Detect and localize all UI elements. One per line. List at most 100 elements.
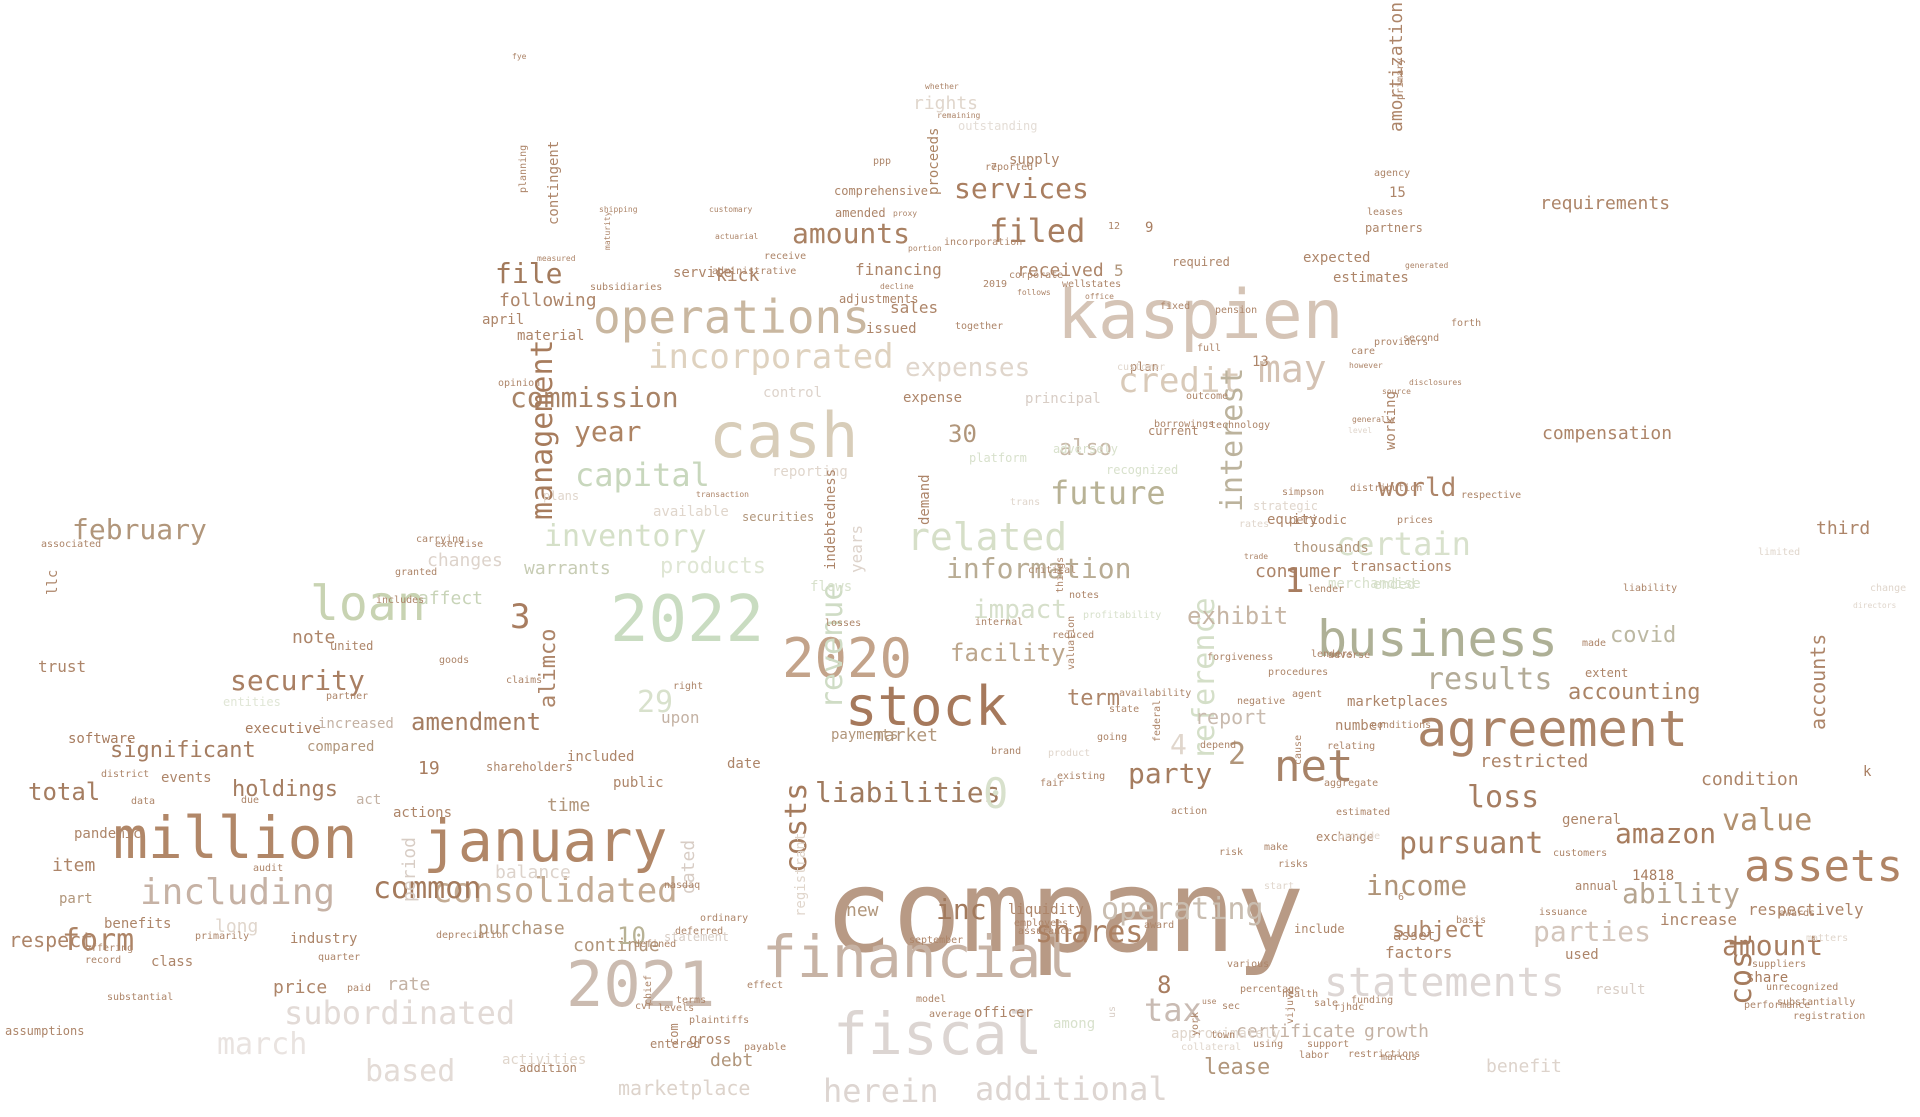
cloud-word: annual [1575, 879, 1619, 893]
cloud-word: performance [1744, 1000, 1811, 1011]
cloud-word: using [1253, 1039, 1284, 1050]
cloud-word: chief [643, 974, 654, 1005]
cloud-word: 6 [1398, 892, 1405, 903]
cloud-word: service [673, 265, 733, 281]
cloud-word: security [230, 664, 365, 697]
cloud-word: fye [512, 52, 527, 61]
cloud-word: leases [1367, 207, 1404, 218]
cloud-word: issuance [1539, 907, 1588, 918]
cloud-word: together [955, 321, 1004, 332]
cloud-word: profitability [1083, 610, 1162, 621]
cloud-word: consolidated [432, 871, 678, 911]
cloud-word: approximately [1171, 1026, 1281, 1042]
cloud-word: ppp [873, 156, 892, 167]
cloud-word: technology [1210, 420, 1271, 431]
cloud-word: portion [908, 244, 942, 253]
cloud-word: 29 [637, 685, 674, 720]
cloud-word: quarter [318, 952, 361, 963]
cloud-word: platform [969, 451, 1027, 465]
cloud-word: affect [418, 588, 484, 609]
cloud-word: lenders [1311, 649, 1354, 660]
cloud-word: paid [347, 983, 372, 994]
cloud-word: suppliers [1752, 959, 1807, 970]
cloud-word: risk [1219, 847, 1244, 858]
cloud-word: available [653, 504, 729, 520]
cloud-word: continue [573, 935, 660, 956]
cloud-word: related [907, 515, 1068, 559]
cloud-word: statements [1324, 960, 1565, 1006]
cloud-word: reported [985, 162, 1034, 173]
cloud-word: distribution [1350, 483, 1423, 494]
cloud-word: used [1565, 947, 1599, 963]
cloud-word: net [1274, 741, 1354, 792]
cloud-word: action [1171, 806, 1208, 817]
cloud-word: inc [936, 893, 987, 926]
cloud-word: price [273, 977, 328, 998]
cloud-word: corporate [1009, 270, 1064, 281]
cloud-word: labor [1299, 1050, 1330, 1061]
cloud-word: impact [973, 595, 1067, 625]
cloud-word: terms [676, 995, 707, 1006]
cloud-word: condition [1701, 769, 1799, 790]
cloud-word: recognized [1106, 463, 1179, 477]
cloud-word: revenue [815, 582, 850, 709]
cloud-word: lender [1308, 584, 1345, 595]
cloud-word: activities [502, 1052, 587, 1068]
cloud-word: support [1307, 1039, 1350, 1050]
cloud-word: outcome [1186, 391, 1229, 402]
cloud-word: financing [855, 260, 942, 279]
cloud-word: item [52, 855, 96, 876]
cloud-word: generally [1352, 415, 1396, 424]
cloud-word: covid [1610, 623, 1677, 648]
cloud-word: common [373, 871, 482, 906]
cloud-word: extent [1585, 666, 1629, 680]
cloud-word: contingent [546, 140, 562, 225]
cloud-word: report [1195, 705, 1268, 729]
cloud-word: sale [1314, 998, 1339, 1009]
cloud-word: agent [1292, 689, 1323, 700]
cloud-word: rate [387, 974, 431, 995]
cloud-word: share [1746, 970, 1789, 986]
cloud-word: reduced [1052, 630, 1095, 641]
cloud-word: notes [1069, 590, 1100, 601]
cloud-word: amendment [411, 708, 542, 736]
cloud-word: kaspien [1057, 276, 1344, 355]
cloud-word: company [824, 845, 1305, 978]
cloud-word: trans [1010, 497, 1041, 508]
cloud-word: lease [1204, 1055, 1271, 1080]
cloud-word: care [1351, 346, 1376, 357]
cloud-word: data [131, 796, 156, 807]
cloud-word: executive [245, 721, 321, 737]
cloud-word: pursuant [1399, 826, 1544, 861]
cloud-word: result [1595, 982, 1646, 998]
cloud-word: expected [1303, 250, 1371, 266]
cloud-word: exercise [435, 539, 484, 550]
cloud-word: operations [593, 290, 870, 344]
cloud-word: increase [1660, 910, 1738, 929]
cloud-word: decline [880, 282, 914, 291]
cloud-word: generated [1405, 261, 1449, 270]
cloud-word: respective [1461, 490, 1522, 501]
cloud-word: due [241, 795, 260, 806]
cloud-word: certificate [1236, 1021, 1356, 1042]
cloud-word: among [1053, 1016, 1096, 1032]
cloud-word: losses [825, 618, 862, 629]
cloud-word: sec [1222, 1001, 1241, 1012]
cloud-word: valuation [1066, 615, 1077, 670]
cloud-word: current [1148, 424, 1199, 438]
cloud-word: based [365, 1054, 456, 1089]
cloud-word: long [215, 916, 259, 937]
cloud-word: may [1258, 347, 1327, 391]
cloud-word: funding [1351, 995, 1394, 1006]
cloud-word: issued [866, 321, 917, 337]
cloud-word: january [423, 807, 668, 875]
cloud-word: additional [975, 1070, 1168, 1108]
cloud-word: aggregate [1324, 778, 1379, 789]
cloud-word: borrowings [1154, 419, 1215, 430]
cloud-word: 8 [1157, 971, 1172, 999]
cloud-word: measured [537, 254, 576, 263]
cloud-word: amounts [792, 217, 911, 250]
cloud-word: partner [326, 691, 369, 702]
cloud-word: payable [744, 1042, 787, 1053]
cloud-word: results [1426, 662, 1553, 697]
